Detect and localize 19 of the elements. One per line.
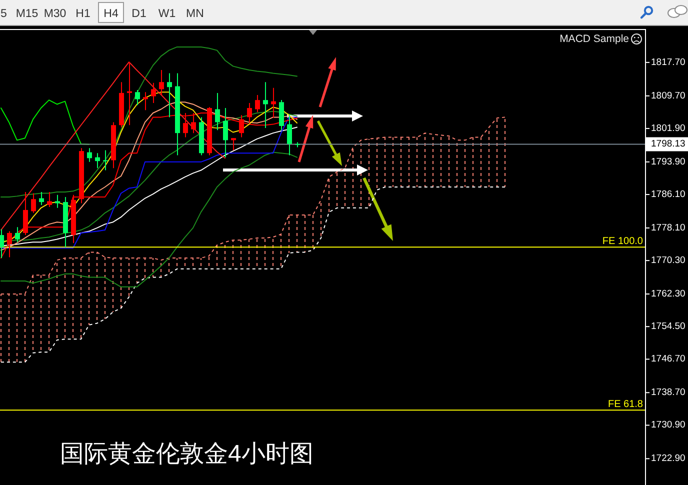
tick-label: 1817.70 — [651, 56, 686, 68]
tick-label: 1762.30 — [651, 288, 686, 300]
tick-label: 1722.90 — [651, 453, 686, 464]
tick-label: 1770.30 — [651, 255, 686, 266]
tick-label: 1793.90 — [651, 156, 686, 168]
tick-label: 1801.90 — [651, 122, 686, 134]
tick-label: 1786.10 — [651, 189, 686, 200]
tick-label: 1809.70 — [651, 90, 686, 102]
tick-label: 1754.50 — [651, 321, 686, 332]
ref-label: 1798.13 — [646, 137, 688, 152]
ref-line-label: 1798.13 — [651, 138, 686, 150]
annotation: FE 100.0 — [602, 236, 643, 248]
annotation: MACD Sample — [560, 33, 629, 45]
title: 国际黄金伦敦金4小时图 — [60, 440, 314, 468]
tick-label: 1738.70 — [651, 387, 686, 398]
tick-label: 1746.70 — [651, 354, 686, 365]
annotation: FE 61.8 — [608, 399, 643, 410]
tick-label: 1730.90 — [651, 420, 686, 431]
tick-label: 1778.10 — [651, 222, 686, 234]
